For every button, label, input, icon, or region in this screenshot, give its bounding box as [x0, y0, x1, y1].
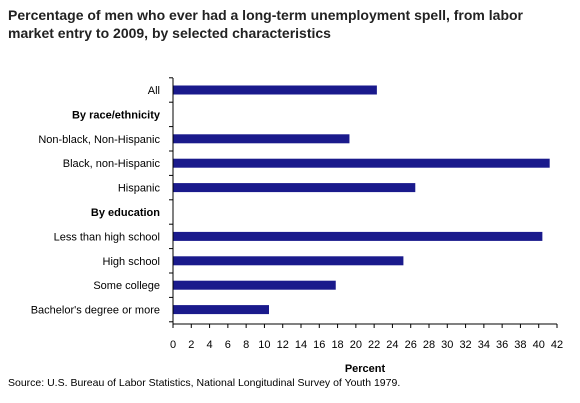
x-tick-label: 2 — [188, 339, 194, 351]
group-header-label: By race/ethnicity — [72, 109, 161, 121]
x-tick-label: 16 — [313, 339, 325, 351]
bars — [173, 85, 550, 315]
category-label: All — [148, 85, 160, 97]
x-tick-label: 32 — [459, 339, 471, 351]
x-tick-label: 36 — [496, 339, 508, 351]
category-label: Black, non-Hispanic — [63, 158, 161, 170]
x-tick-label: 28 — [423, 339, 435, 351]
category-label: Hispanic — [118, 183, 161, 195]
x-tick-label: 8 — [243, 339, 249, 351]
x-tick-label: 34 — [478, 339, 490, 351]
category-label: Less than high school — [54, 231, 160, 243]
category-labels: All By race/ethnicity Non-black, Non-Hispa… — [31, 85, 161, 317]
x-tick-label: 12 — [277, 339, 289, 351]
bar — [173, 231, 543, 241]
bar — [173, 158, 550, 168]
x-tick-label: 22 — [368, 339, 380, 351]
category-label: Non-black, Non-Hispanic — [38, 134, 160, 146]
bar — [173, 256, 404, 266]
x-tick-label: 38 — [514, 339, 526, 351]
bar — [173, 280, 336, 290]
x-tick-label: 40 — [533, 339, 545, 351]
category-label: Some college — [93, 280, 160, 292]
x-tick-label: 20 — [350, 339, 362, 351]
bar — [173, 134, 350, 144]
x-tick-label: 26 — [405, 339, 417, 351]
category-label: Bachelor's degree or more — [31, 305, 160, 317]
x-tick-label: 0 — [170, 339, 176, 351]
bar — [173, 85, 377, 95]
x-axis-label: Percent — [345, 363, 386, 375]
axes — [169, 77, 558, 328]
bar — [173, 305, 269, 315]
x-tick-label: 24 — [386, 339, 398, 351]
x-tick-label: 4 — [207, 339, 213, 351]
bar — [173, 183, 416, 193]
x-tick-label: 14 — [295, 339, 307, 351]
tick-labels: 0 2 4 6 8 10 12 14 16 18 20 22 24 26 28 30 32 34 36 38 40 42 — [170, 339, 563, 351]
x-tick-label: 30 — [441, 339, 453, 351]
x-tick-label: 18 — [331, 339, 343, 351]
group-header-label: By education — [91, 207, 160, 219]
x-tick-label: 6 — [225, 339, 231, 351]
chart-title: Percentage of men who ever had a long-te… — [8, 7, 523, 41]
x-tick-label: 42 — [551, 339, 563, 351]
category-label: High school — [103, 256, 160, 268]
source-note: Source: U.S. Bureau of Labor Statistics,… — [8, 377, 401, 389]
x-tick-label: 10 — [258, 339, 270, 351]
